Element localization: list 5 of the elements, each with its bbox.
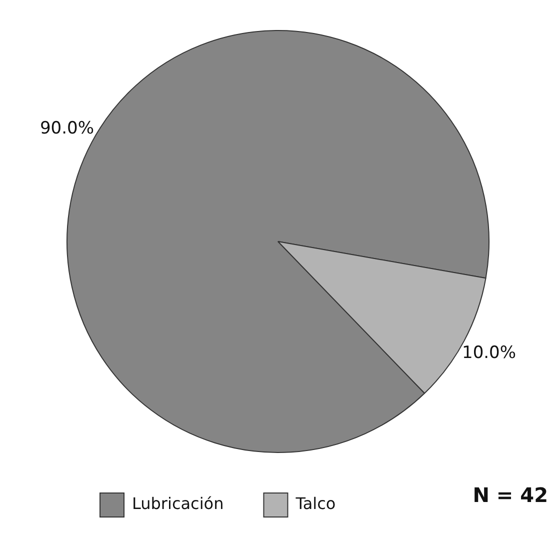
legend-label: Lubricación xyxy=(132,494,224,514)
text: N = 42 xyxy=(472,483,548,507)
legend-label: Talco xyxy=(294,494,336,514)
data-label: 90.0% xyxy=(40,118,94,139)
data-label: 10.0% xyxy=(462,343,516,364)
